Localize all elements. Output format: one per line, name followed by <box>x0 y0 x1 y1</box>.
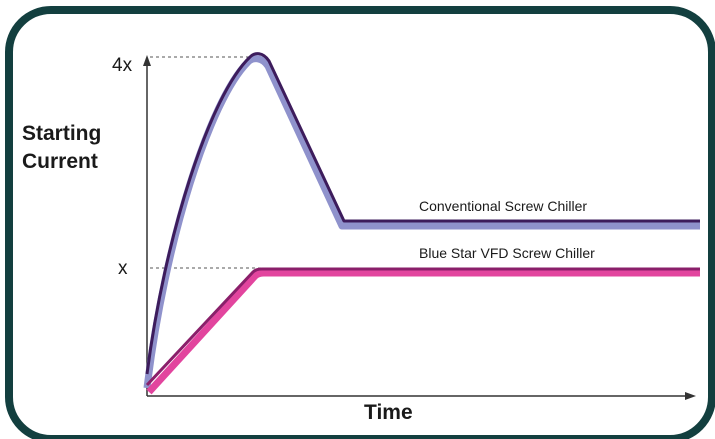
y-axis-label-line2: Current <box>22 150 98 173</box>
x-axis-arrow <box>685 392 696 400</box>
conventional-curve-band <box>143 55 700 389</box>
y-axis-arrow <box>143 55 151 66</box>
series-label-vfd: Blue Star VFD Screw Chiller <box>419 245 595 261</box>
series-label-conventional: Conventional Screw Chiller <box>419 198 587 214</box>
tick-label-4x: 4x <box>112 55 133 76</box>
tick-label-x: x <box>118 258 128 279</box>
conventional-curve-line <box>145 52 700 375</box>
y-axis-label-line1: Starting <box>22 122 101 145</box>
vfd-curve-line <box>145 267 700 387</box>
x-axis-label: Time <box>364 401 413 424</box>
vfd-curve-band <box>146 269 700 395</box>
